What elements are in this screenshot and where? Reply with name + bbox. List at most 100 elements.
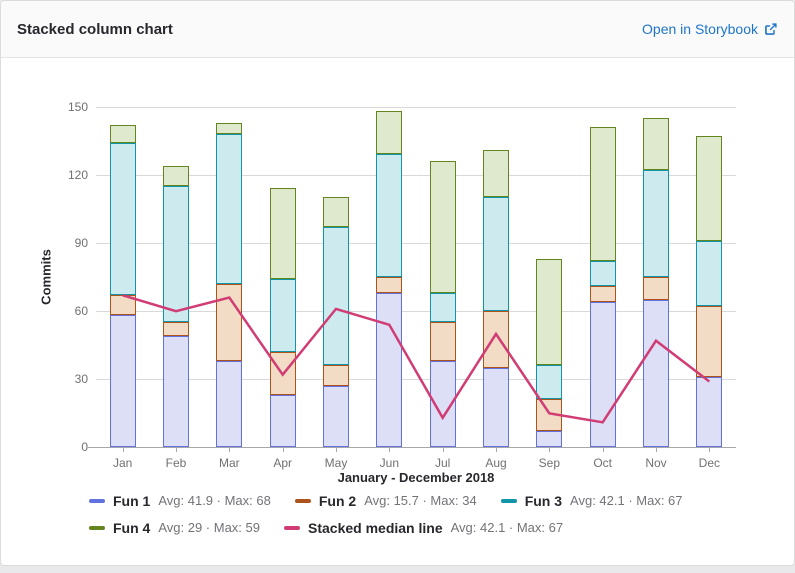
bar-segment-fun-1-aug[interactable] xyxy=(483,367,509,447)
legend-series-name: Fun 2 xyxy=(318,492,357,509)
x-axis-label-sep: Sep xyxy=(538,456,560,470)
legend-series-stats: Avg: 42.1 · Max: 67 xyxy=(450,520,564,535)
x-axis-label-jan: Jan xyxy=(112,456,133,470)
stacked-median-line[interactable] xyxy=(96,107,736,447)
bar-segment-fun-1-dec[interactable] xyxy=(696,376,723,447)
bar-segment-fun-3-nov[interactable] xyxy=(643,170,669,277)
x-axis-title: January - December 2018 xyxy=(337,470,495,485)
legend-series-name: Fun 4 xyxy=(113,519,151,536)
x-axis-tick-oct xyxy=(602,447,604,452)
card-header: Stacked column chart Open in Storybook xyxy=(1,1,794,58)
bar-segment-fun-3-jan[interactable] xyxy=(109,142,136,295)
bar-segment-fun-3-jun[interactable] xyxy=(376,154,403,277)
bar-segment-fun-1-apr[interactable] xyxy=(269,394,296,447)
legend-item-fun-1[interactable]: Fun 1 Avg: 41.9 · Max: 68 xyxy=(89,488,271,513)
chart-legend: Fun 1 Avg: 41.9 · Max: 68 Fun 2 Avg: 15.7 ·… xyxy=(89,488,764,540)
x-axis-tick-dec xyxy=(709,447,711,452)
x-axis-label-jul: Jul xyxy=(434,456,451,470)
legend-marker-stacked-median-line xyxy=(284,525,300,530)
y-tick-label-0: 0 xyxy=(81,440,88,454)
x-axis-tick-feb xyxy=(176,447,177,452)
legend-item-fun-2[interactable]: Fun 2 Avg: 15.7 · Max: 34 xyxy=(294,488,477,513)
bar-segment-fun-3-feb[interactable] xyxy=(163,186,189,323)
bar-segment-fun-3-mar[interactable] xyxy=(216,133,243,284)
legend-series-name: Stacked median line xyxy=(308,519,443,536)
bar-segment-fun-4-feb[interactable] xyxy=(163,165,189,187)
bar-segment-fun-4-jan[interactable] xyxy=(109,124,136,143)
y-tick-label-150: 150 xyxy=(67,99,88,114)
bar-segment-fun-3-sep[interactable] xyxy=(536,365,563,400)
bar-segment-fun-1-feb[interactable] xyxy=(163,335,189,447)
bar-segment-fun-4-oct[interactable] xyxy=(589,127,616,261)
bar-segment-fun-1-nov[interactable] xyxy=(643,299,669,447)
bar-segment-fun-4-aug[interactable] xyxy=(483,149,509,198)
x-axis-label-nov: Nov xyxy=(645,456,667,470)
bar-segment-fun-2-aug[interactable] xyxy=(483,310,509,368)
legend-marker-fun-2 xyxy=(294,498,311,503)
legend-item-stacked-median-line[interactable]: Stacked median line Avg: 42.1 · Max: 67 xyxy=(284,515,563,540)
bar-segment-fun-4-dec[interactable] xyxy=(696,136,723,241)
legend-series-name: Fun 3 xyxy=(524,492,563,509)
bar-segment-fun-2-sep[interactable] xyxy=(536,399,563,432)
x-axis-tick-nov xyxy=(656,447,657,452)
gridline-120 xyxy=(96,174,736,176)
y-tick-label-90: 90 xyxy=(74,235,88,250)
gridline-0 xyxy=(88,447,736,448)
bar-segment-fun-4-sep[interactable] xyxy=(536,258,563,366)
x-axis-label-feb: Feb xyxy=(165,456,187,470)
bar-segment-fun-4-nov[interactable] xyxy=(643,118,669,171)
bar-segment-fun-4-jun[interactable] xyxy=(376,111,403,155)
x-axis-label-apr: Apr xyxy=(273,456,292,470)
bar-segment-fun-4-mar[interactable] xyxy=(216,122,243,134)
bar-segment-fun-1-jan[interactable] xyxy=(109,315,136,447)
bar-segment-fun-4-may[interactable] xyxy=(323,197,349,227)
bar-segment-fun-2-may[interactable] xyxy=(323,365,349,386)
bar-segment-fun-1-jun[interactable] xyxy=(376,292,403,447)
open-in-storybook-link[interactable]: Open in Storybook xyxy=(642,21,778,37)
x-axis-label-mar: Mar xyxy=(218,456,240,470)
bar-segment-fun-2-nov[interactable] xyxy=(643,276,669,300)
legend-item-fun-4[interactable]: Fun 4 Avg: 29 · Max: 59 xyxy=(89,515,260,540)
bar-segment-fun-2-oct[interactable] xyxy=(589,285,616,302)
bar-segment-fun-1-mar[interactable] xyxy=(216,360,243,447)
bar-segment-fun-2-jul[interactable] xyxy=(429,322,456,361)
y-tick-label-30: 30 xyxy=(74,371,88,386)
legend-marker-fun-1 xyxy=(89,498,105,503)
bar-segment-fun-3-oct[interactable] xyxy=(589,260,616,286)
legend-item-fun-3[interactable]: Fun 3 Avg: 42.1 · Max: 67 xyxy=(500,488,683,513)
bar-segment-fun-1-oct[interactable] xyxy=(589,301,616,447)
bar-segment-fun-1-may[interactable] xyxy=(323,385,349,447)
gridline-90 xyxy=(96,242,736,244)
bar-segment-fun-4-jul[interactable] xyxy=(429,161,456,293)
bar-segment-fun-3-dec[interactable] xyxy=(696,240,723,307)
legend-series-stats: Avg: 29 · Max: 59 xyxy=(158,520,260,535)
legend-marker-fun-4 xyxy=(89,525,105,530)
x-axis-tick-jan xyxy=(122,447,124,452)
x-axis-label-may: May xyxy=(324,456,348,470)
x-axis-label-dec: Dec xyxy=(698,456,720,470)
bar-segment-fun-3-aug[interactable] xyxy=(483,197,509,311)
bar-segment-fun-3-apr[interactable] xyxy=(269,279,296,352)
bar-segment-fun-4-apr[interactable] xyxy=(269,188,296,280)
legend-series-stats: Avg: 41.9 · Max: 68 xyxy=(158,493,271,508)
bar-segment-fun-2-dec[interactable] xyxy=(696,306,723,377)
bar-segment-fun-2-jun[interactable] xyxy=(376,276,403,293)
legend-marker-fun-3 xyxy=(500,498,517,503)
y-tick-label-120: 120 xyxy=(67,167,88,182)
bar-segment-fun-3-may[interactable] xyxy=(323,226,349,366)
x-axis-label-aug: Aug xyxy=(485,456,507,470)
bar-segment-fun-1-sep[interactable] xyxy=(536,431,563,447)
bar-segment-fun-3-jul[interactable] xyxy=(429,292,456,323)
gridline-60 xyxy=(96,310,736,312)
y-axis-title: Commits xyxy=(38,249,54,305)
legend-series-name: Fun 1 xyxy=(113,492,151,509)
open-in-storybook-label: Open in Storybook xyxy=(642,21,758,37)
card-title: Stacked column chart xyxy=(17,20,173,38)
x-axis-label-oct: Oct xyxy=(593,456,612,470)
x-axis-tick-apr xyxy=(282,447,284,452)
gridline-150 xyxy=(96,106,736,108)
bar-segment-fun-2-feb[interactable] xyxy=(163,322,189,336)
x-axis-tick-jul xyxy=(442,447,444,452)
legend-series-stats: Avg: 42.1 · Max: 67 xyxy=(570,493,683,508)
